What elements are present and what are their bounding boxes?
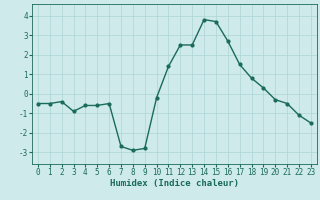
X-axis label: Humidex (Indice chaleur): Humidex (Indice chaleur): [110, 179, 239, 188]
